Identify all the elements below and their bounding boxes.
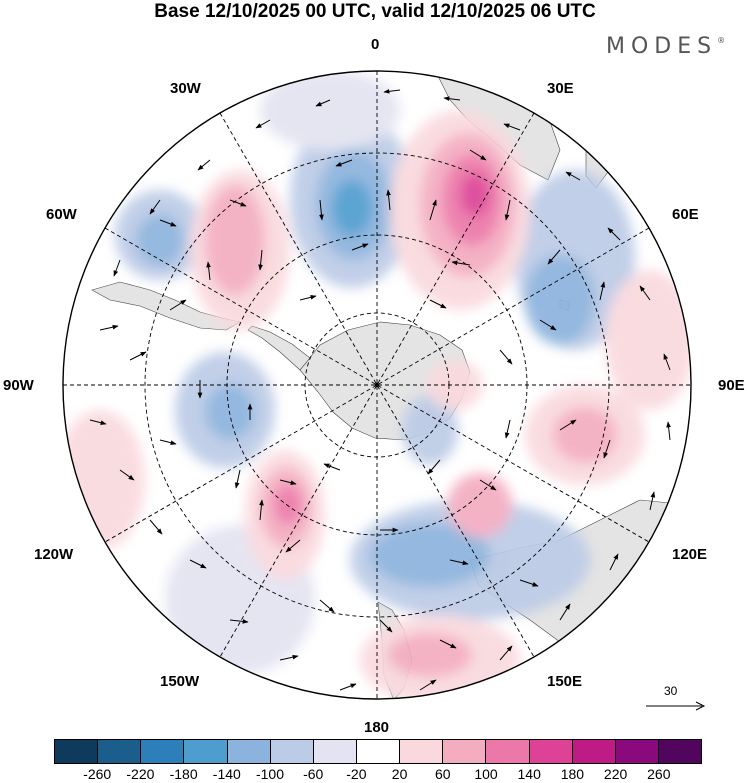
colorbar-cell: [443, 740, 487, 763]
reference-vector: 30: [644, 684, 708, 714]
lon-label-150e: 150E: [547, 673, 583, 690]
colorbar-tick-label: -100: [255, 766, 285, 782]
brand-logo: MODES®: [606, 34, 725, 59]
colorbar-tick-label: -220: [126, 766, 155, 782]
colorbar-cell: [141, 740, 185, 763]
colorbar-cell: [227, 740, 271, 763]
colorbar-tick-label: 60: [435, 766, 451, 782]
colorbar-tick-label: 180: [560, 766, 585, 782]
colorbar-ticks: -260 -220 -180 -140 -100 -60 -20 20 60 100 140 180 2…: [54, 766, 702, 783]
map-title: Base 12/10/2025 00 UTC, valid 12/10/2025…: [154, 1, 596, 22]
colorbar-tick-label: -20: [346, 766, 367, 782]
graticule: [63, 71, 691, 699]
map-boundary: [62, 70, 692, 700]
brand-name: MODES: [606, 34, 718, 59]
lon-label-30e: 30E: [547, 80, 574, 97]
colorbar-tick-label: 20: [391, 766, 408, 782]
colorbar-tick-label: -260: [83, 766, 112, 782]
colorbar-cell: [98, 740, 142, 763]
wind-vectors: [89, 88, 671, 691]
colorbar-tick-label: 100: [474, 766, 498, 782]
colorbar-tick-label: 260: [647, 766, 671, 782]
south-pole-marker: [374, 382, 380, 388]
colorbar-tick-label: -60: [303, 766, 324, 782]
lon-label-0: 0: [371, 36, 380, 53]
colorbar-cell: [356, 740, 401, 763]
colorbar-cell: [184, 740, 228, 763]
colorbar-cell: [658, 740, 702, 763]
lon-label-60w: 60W: [46, 206, 77, 223]
lon-label-60e: 60E: [672, 206, 699, 223]
registered-mark: ®: [717, 36, 726, 45]
colorbar-tick-label: 140: [517, 766, 541, 782]
colorbar-tick-label: 220: [603, 766, 628, 782]
anomaly-field: [63, 71, 691, 699]
lon-label-90e: 90E: [718, 377, 745, 394]
lon-label-30w: 30W: [170, 80, 201, 97]
colorbar-cell: [486, 740, 530, 763]
colorbar-cell: [615, 740, 659, 763]
lon-label-180: 180: [364, 719, 390, 736]
colorbar-tick-label: -180: [169, 766, 198, 782]
colorbar-cell: [313, 740, 357, 763]
lon-label-150w: 150W: [160, 673, 200, 690]
colorbar: [54, 739, 702, 764]
lon-label-120e: 120E: [672, 546, 708, 563]
colorbar-cell: [400, 740, 444, 763]
colorbar-tick-label: -140: [212, 766, 241, 782]
arrow-right-icon: [646, 701, 706, 711]
lon-label-90w: 90W: [3, 377, 34, 394]
colorbar-cell: [55, 740, 99, 763]
colorbar-cell: [572, 740, 616, 763]
colorbar-cell: [270, 740, 314, 763]
colorbar-cell: [529, 740, 573, 763]
tasmania: [595, 651, 611, 669]
lon-label-120w: 120W: [34, 546, 74, 563]
reference-vector-label: 30: [664, 684, 678, 698]
